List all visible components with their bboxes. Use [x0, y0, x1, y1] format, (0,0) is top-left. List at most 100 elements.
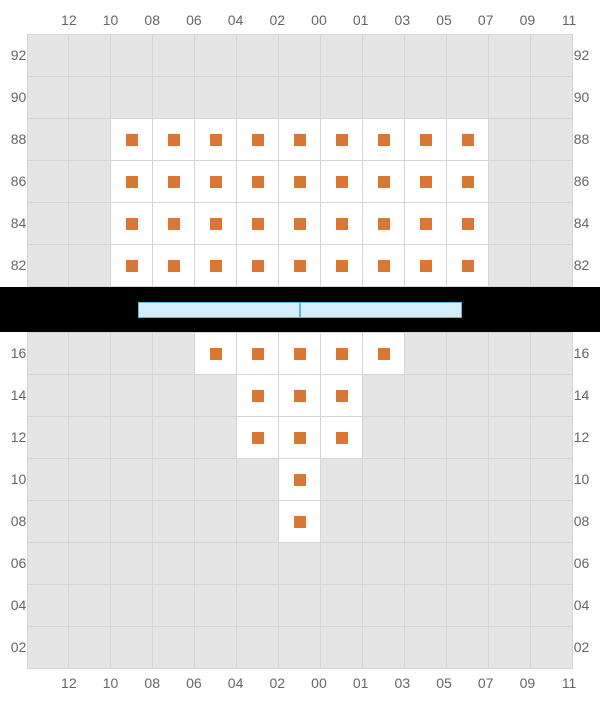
- empty-cell: [237, 77, 279, 119]
- seat[interactable]: [195, 245, 237, 287]
- empty-cell: [195, 375, 237, 417]
- empty-cell: [237, 627, 279, 669]
- seat-marker-icon: [210, 176, 222, 188]
- column-label: 03: [382, 675, 424, 691]
- empty-cell: [153, 543, 195, 585]
- empty-cell: [111, 375, 153, 417]
- empty-cell: [111, 501, 153, 543]
- seat-marker-icon: [294, 134, 306, 146]
- seat[interactable]: [111, 161, 153, 203]
- seat-marker-icon: [294, 432, 306, 444]
- empty-cell: [195, 35, 237, 77]
- empty-cell: [405, 543, 447, 585]
- empty-cell: [279, 585, 321, 627]
- seat[interactable]: [321, 417, 363, 459]
- seat[interactable]: [321, 245, 363, 287]
- seat[interactable]: [405, 245, 447, 287]
- empty-cell: [405, 333, 447, 375]
- seat[interactable]: [153, 203, 195, 245]
- seat-marker-icon: [420, 134, 432, 146]
- grid-row: [27, 585, 573, 627]
- seat[interactable]: [321, 333, 363, 375]
- empty-cell: [363, 501, 405, 543]
- seat[interactable]: [111, 119, 153, 161]
- seat-marker-icon: [168, 134, 180, 146]
- seat[interactable]: [321, 119, 363, 161]
- empty-cell: [363, 459, 405, 501]
- grid-row: [27, 77, 573, 119]
- seat[interactable]: [279, 245, 321, 287]
- seat[interactable]: [363, 119, 405, 161]
- seat[interactable]: [195, 119, 237, 161]
- seat-marker-icon: [210, 218, 222, 230]
- empty-cell: [447, 627, 489, 669]
- empty-cell: [237, 585, 279, 627]
- seat[interactable]: [363, 203, 405, 245]
- seat[interactable]: [405, 119, 447, 161]
- seat[interactable]: [321, 161, 363, 203]
- seat[interactable]: [447, 119, 489, 161]
- seat[interactable]: [237, 245, 279, 287]
- seat[interactable]: [153, 161, 195, 203]
- seat[interactable]: [237, 161, 279, 203]
- row-label: 84: [573, 202, 590, 244]
- row-label: 84: [10, 202, 27, 244]
- empty-cell: [69, 459, 111, 501]
- seat-marker-icon: [336, 176, 348, 188]
- row-label: 08: [573, 500, 590, 542]
- seat[interactable]: [279, 501, 321, 543]
- empty-cell: [195, 417, 237, 459]
- seat[interactable]: [195, 203, 237, 245]
- column-label: 07: [465, 12, 507, 28]
- seat[interactable]: [279, 417, 321, 459]
- empty-cell: [363, 375, 405, 417]
- seat[interactable]: [363, 245, 405, 287]
- column-label: 10: [90, 12, 132, 28]
- seat[interactable]: [447, 161, 489, 203]
- seat[interactable]: [447, 245, 489, 287]
- seat[interactable]: [153, 245, 195, 287]
- empty-cell: [531, 35, 573, 77]
- row-label: 10: [10, 458, 27, 500]
- grid-row: [27, 35, 573, 77]
- row-label: 10: [573, 458, 590, 500]
- empty-cell: [195, 585, 237, 627]
- seat[interactable]: [195, 333, 237, 375]
- row-labels-right-lower: 1614121008060402: [573, 332, 590, 669]
- empty-cell: [447, 35, 489, 77]
- empty-cell: [489, 77, 531, 119]
- seat[interactable]: [279, 375, 321, 417]
- seat[interactable]: [405, 161, 447, 203]
- seat[interactable]: [279, 333, 321, 375]
- row-label: 02: [10, 626, 27, 668]
- row-label: 82: [573, 244, 590, 286]
- seat[interactable]: [195, 161, 237, 203]
- seat[interactable]: [405, 203, 447, 245]
- seat[interactable]: [237, 417, 279, 459]
- seat[interactable]: [321, 203, 363, 245]
- seat[interactable]: [363, 161, 405, 203]
- empty-cell: [531, 585, 573, 627]
- seat[interactable]: [447, 203, 489, 245]
- empty-cell: [489, 245, 531, 287]
- row-label: 14: [10, 374, 27, 416]
- seat[interactable]: [111, 245, 153, 287]
- seat[interactable]: [111, 203, 153, 245]
- empty-cell: [69, 333, 111, 375]
- seat[interactable]: [279, 459, 321, 501]
- seat[interactable]: [237, 203, 279, 245]
- seat[interactable]: [363, 333, 405, 375]
- column-labels-bottom: 12100806040200010305070911: [10, 669, 590, 697]
- seat[interactable]: [153, 119, 195, 161]
- seat[interactable]: [279, 119, 321, 161]
- grid-row: [27, 417, 573, 459]
- seat[interactable]: [237, 333, 279, 375]
- seat[interactable]: [279, 203, 321, 245]
- row-label: 82: [10, 244, 27, 286]
- seat[interactable]: [279, 161, 321, 203]
- seat[interactable]: [237, 375, 279, 417]
- seat[interactable]: [321, 375, 363, 417]
- seat[interactable]: [237, 119, 279, 161]
- empty-cell: [531, 245, 573, 287]
- seat-marker-icon: [336, 260, 348, 272]
